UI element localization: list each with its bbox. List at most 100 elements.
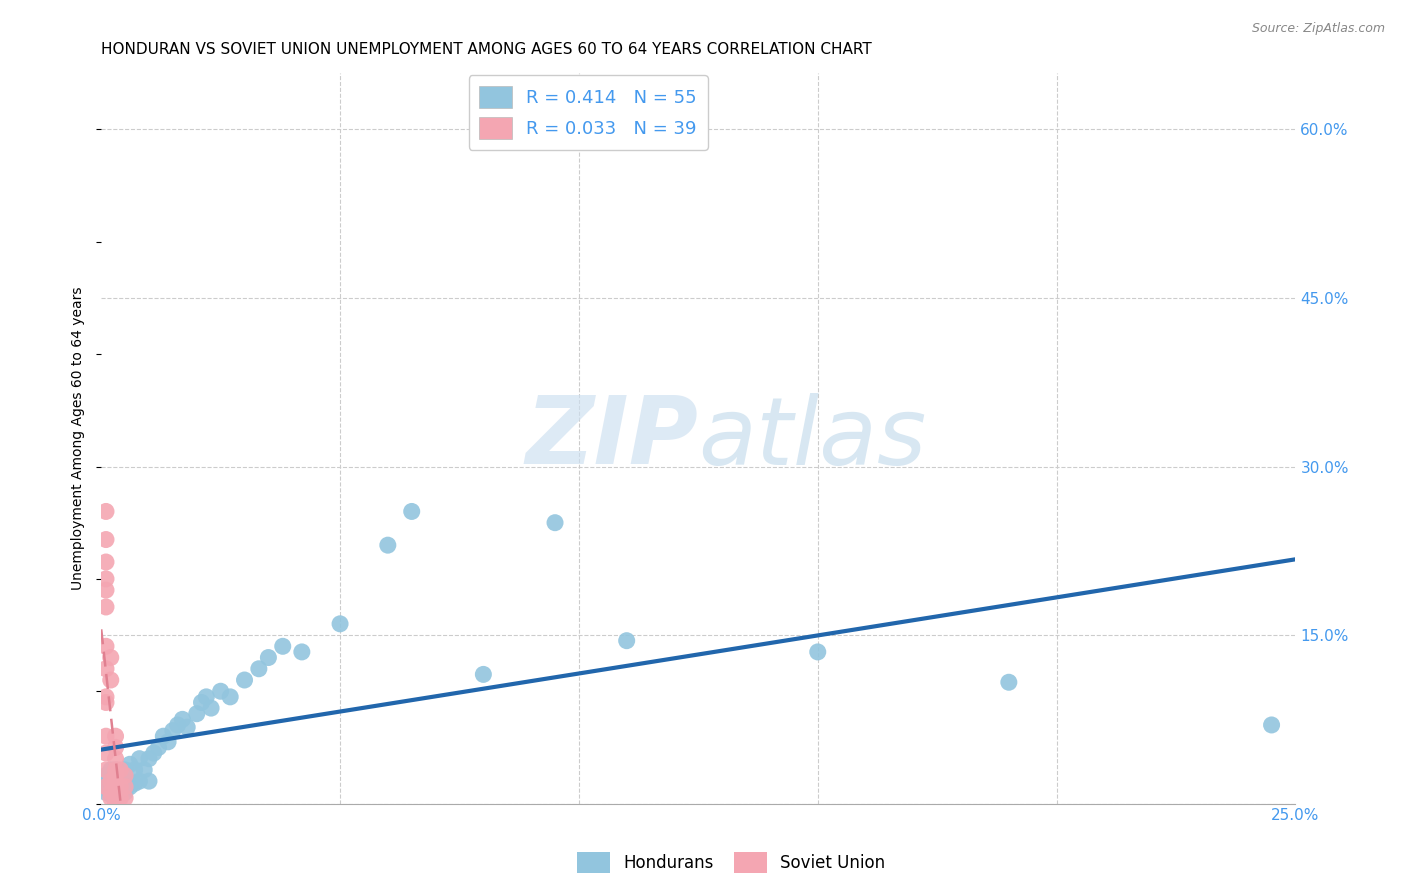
Point xyxy=(114,791,136,805)
Point xyxy=(104,763,127,777)
Point xyxy=(94,572,117,586)
Text: HONDURAN VS SOVIET UNION UNEMPLOYMENT AMONG AGES 60 TO 64 YEARS CORRELATION CHAR: HONDURAN VS SOVIET UNION UNEMPLOYMENT AM… xyxy=(101,42,872,57)
Point xyxy=(118,780,141,794)
Point xyxy=(1260,718,1282,732)
Point xyxy=(94,729,117,743)
Point xyxy=(998,675,1021,690)
Point xyxy=(148,740,170,755)
Point xyxy=(110,774,132,789)
Point xyxy=(233,673,256,687)
Point xyxy=(138,774,160,789)
Point xyxy=(114,780,136,794)
Point xyxy=(100,774,122,789)
Point xyxy=(104,740,127,755)
Point xyxy=(110,763,132,777)
Point xyxy=(104,768,127,782)
Point xyxy=(94,583,117,598)
Point xyxy=(100,774,122,789)
Point xyxy=(114,774,136,789)
Point xyxy=(104,789,127,804)
Point xyxy=(138,752,160,766)
Text: ZIP: ZIP xyxy=(526,392,699,484)
Point xyxy=(104,785,127,799)
Point xyxy=(104,791,127,805)
Point xyxy=(100,650,122,665)
Point xyxy=(271,640,294,654)
Point xyxy=(94,599,117,614)
Point xyxy=(166,718,188,732)
Point xyxy=(104,788,127,802)
Point xyxy=(616,633,638,648)
Point xyxy=(104,794,127,808)
Point xyxy=(544,516,567,530)
Point xyxy=(104,793,127,807)
Point xyxy=(377,538,399,552)
Point xyxy=(128,774,150,789)
Point xyxy=(128,752,150,766)
Point xyxy=(110,765,132,780)
Point xyxy=(110,783,132,797)
Point xyxy=(94,774,117,789)
Point xyxy=(94,785,117,799)
Point xyxy=(94,640,117,654)
Point xyxy=(124,776,146,790)
Point xyxy=(114,785,136,799)
Legend: R = 0.414   N = 55, R = 0.033   N = 39: R = 0.414 N = 55, R = 0.033 N = 39 xyxy=(468,75,707,150)
Text: atlas: atlas xyxy=(699,392,927,484)
Point xyxy=(104,763,127,777)
Point xyxy=(472,667,495,681)
Point xyxy=(104,796,127,810)
Point xyxy=(94,780,117,794)
Point xyxy=(209,684,232,698)
Point xyxy=(94,746,117,760)
Point xyxy=(94,504,117,518)
Point xyxy=(329,616,352,631)
Point xyxy=(118,757,141,772)
Point xyxy=(157,735,180,749)
Point xyxy=(94,768,117,782)
Point xyxy=(190,696,212,710)
Point xyxy=(247,662,270,676)
Point xyxy=(94,662,117,676)
Point xyxy=(134,763,156,777)
Point xyxy=(110,780,132,794)
Point xyxy=(200,701,222,715)
Point xyxy=(104,752,127,766)
Point xyxy=(186,706,208,721)
Point xyxy=(104,783,127,797)
Point xyxy=(114,763,136,777)
Legend: Hondurans, Soviet Union: Hondurans, Soviet Union xyxy=(569,846,893,880)
Point xyxy=(807,645,830,659)
Point xyxy=(114,768,136,782)
Y-axis label: Unemployment Among Ages 60 to 64 years: Unemployment Among Ages 60 to 64 years xyxy=(72,286,86,591)
Point xyxy=(94,533,117,547)
Point xyxy=(100,763,122,777)
Text: Source: ZipAtlas.com: Source: ZipAtlas.com xyxy=(1251,22,1385,36)
Point xyxy=(124,763,146,777)
Point xyxy=(100,788,122,802)
Point xyxy=(176,720,198,734)
Point xyxy=(104,774,127,789)
Point xyxy=(257,650,280,665)
Point xyxy=(104,729,127,743)
Point xyxy=(104,780,127,794)
Point xyxy=(219,690,242,704)
Point xyxy=(94,763,117,777)
Point xyxy=(104,768,127,782)
Point xyxy=(291,645,314,659)
Point xyxy=(94,696,117,710)
Point xyxy=(162,723,184,738)
Point xyxy=(104,797,127,811)
Point xyxy=(94,555,117,569)
Point xyxy=(100,791,122,805)
Point xyxy=(152,729,174,743)
Point xyxy=(195,690,218,704)
Point xyxy=(94,690,117,704)
Point xyxy=(172,712,194,726)
Point xyxy=(110,791,132,805)
Point xyxy=(104,776,127,790)
Point xyxy=(100,673,122,687)
Point xyxy=(100,785,122,799)
Point xyxy=(100,780,122,794)
Point xyxy=(142,746,165,760)
